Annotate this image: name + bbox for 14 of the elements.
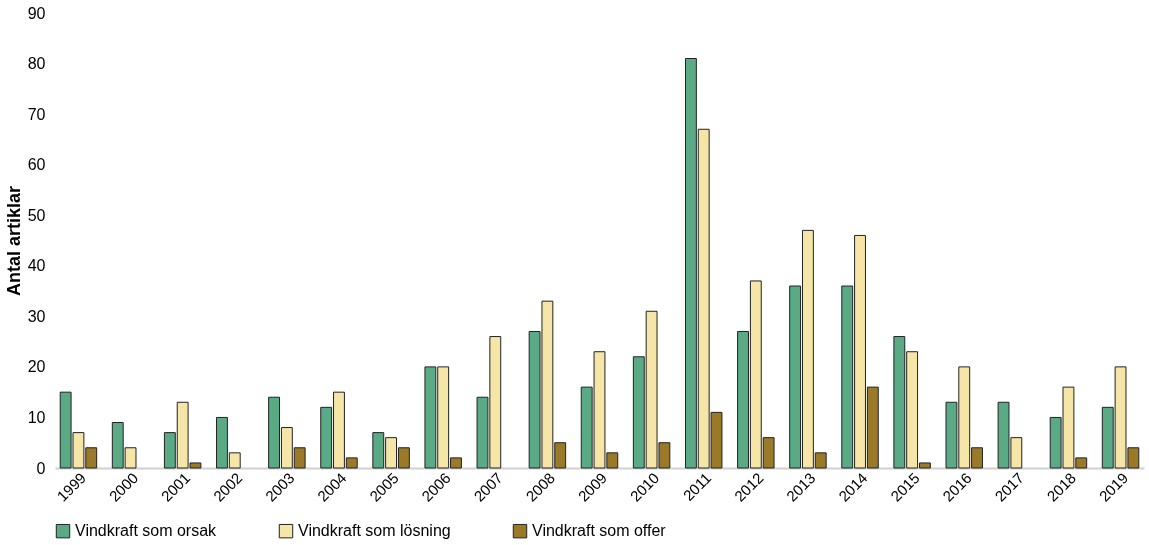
legend-label: Vindkraft som offer [532, 522, 667, 540]
y-tick-label: 20 [27, 358, 46, 376]
y-tick-label: 30 [27, 307, 46, 325]
y-tick-label: 80 [27, 55, 46, 73]
legend-label: Vindkraft som lösning [298, 522, 451, 540]
y-tick-label: 50 [27, 206, 46, 224]
legend-label: Vindkraft som orsak [75, 522, 218, 540]
y-tick-label: 0 [36, 459, 46, 477]
y-axis-title: Antal artiklar [3, 185, 24, 297]
y-tick-label: 90 [27, 4, 46, 22]
y-tick-label: 70 [27, 105, 46, 123]
y-tick-label: 60 [27, 156, 46, 174]
y-tick-label: 40 [27, 257, 46, 275]
y-tick-label: 10 [27, 408, 46, 426]
